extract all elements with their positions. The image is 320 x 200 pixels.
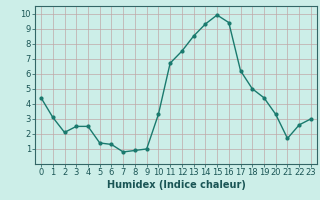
X-axis label: Humidex (Indice chaleur): Humidex (Indice chaleur) xyxy=(107,180,245,190)
